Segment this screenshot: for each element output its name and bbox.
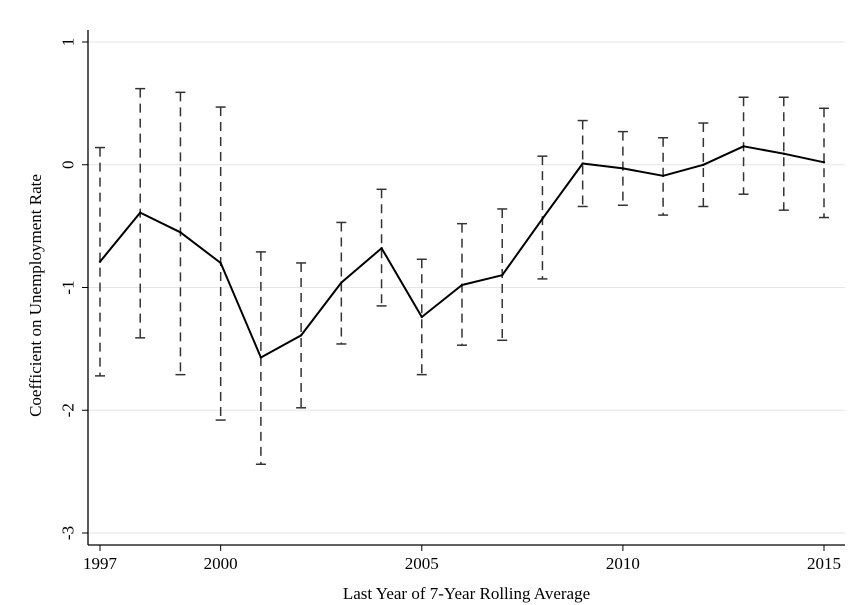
error-bar (296, 262, 307, 409)
x-tick-label: 2015 (807, 554, 841, 573)
data-point (420, 315, 423, 319)
data-point (259, 356, 263, 359)
error-bar (416, 258, 427, 376)
data-point (702, 163, 705, 166)
series-line-group (98, 145, 826, 359)
error-bar (698, 122, 709, 208)
data-point (822, 161, 826, 164)
error-bar (778, 96, 789, 211)
y-tick-label: -2 (59, 403, 78, 417)
data-point (139, 211, 142, 214)
data-point (621, 167, 625, 170)
data-point (98, 260, 102, 263)
y-tick-label: -1 (59, 280, 78, 294)
data-point (179, 231, 182, 234)
ticks: 1 0 -1 -2 -3 1997 2000 2005 2010 2015 (59, 38, 842, 573)
error-bar (376, 188, 387, 307)
y-axis-title: Coefficient on Unemployment Rate (26, 174, 45, 417)
series-line (99, 145, 825, 359)
grid-lines (88, 41, 845, 534)
data-point (299, 334, 303, 337)
x-tick-label: 2000 (204, 554, 238, 573)
x-tick-label: 1997 (83, 554, 118, 573)
y-tick-label: -3 (59, 526, 78, 540)
data-point (460, 283, 464, 287)
error-bar (95, 146, 105, 377)
data-point (661, 174, 665, 177)
data-point (501, 274, 504, 277)
x-tick-label: 2005 (405, 554, 439, 573)
y-tick-label: 1 (59, 38, 78, 47)
data-point (380, 247, 383, 250)
error-bars (95, 87, 829, 466)
data-point (782, 152, 785, 155)
y-tick-label: 0 (59, 161, 78, 170)
data-point (581, 162, 584, 165)
error-bar (577, 119, 588, 208)
x-axis-title: Last Year of 7-Year Rolling Average (343, 584, 590, 603)
data-point (340, 281, 343, 284)
data-point (219, 261, 222, 265)
error-bar (819, 107, 829, 219)
x-tick-label: 2010 (606, 554, 640, 573)
data-point (541, 217, 544, 220)
data-point (742, 145, 745, 148)
